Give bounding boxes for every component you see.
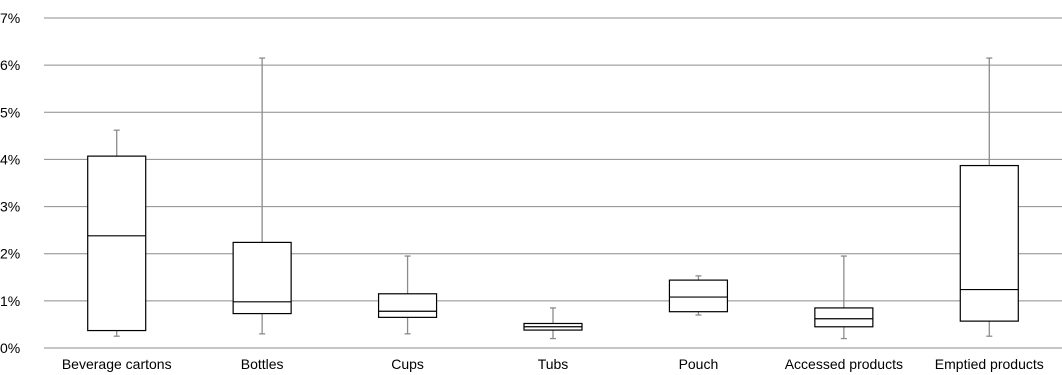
box-group (668, 275, 729, 316)
box-group (523, 307, 583, 340)
x-category-label: Pouch (679, 356, 719, 372)
y-tick-label: 3% (0, 199, 20, 215)
box-group (377, 255, 438, 335)
x-category-label: Accessed products (785, 356, 903, 372)
x-axis-labels: Beverage cartons Bottles Cups Tubs Pouch Acce… (62, 356, 1044, 372)
x-category-label: Emptied products (935, 356, 1044, 372)
x-category-label: Bottles (241, 356, 284, 372)
y-axis-ticks: 0% 1% 2% 3% 4% 5% 6% 7% (0, 10, 20, 356)
box-group (814, 255, 874, 340)
x-category-label: Cups (391, 356, 424, 372)
iqr-box (87, 155, 147, 332)
y-tick-label: 0% (0, 340, 20, 356)
iqr-box (377, 293, 438, 318)
y-tick-label: 1% (0, 293, 20, 309)
y-tick-label: 2% (0, 246, 20, 262)
iqr-box (959, 164, 1019, 322)
box-group (87, 129, 147, 337)
x-category-label: Tubs (538, 356, 569, 372)
y-tick-label: 7% (0, 10, 20, 26)
y-tick-label: 4% (0, 151, 20, 167)
box-layer (87, 57, 1019, 340)
box-group (232, 57, 292, 335)
x-category-label: Beverage cartons (62, 356, 172, 372)
grid-layer (44, 17, 1062, 349)
iqr-box (668, 279, 729, 313)
y-tick-label: 6% (0, 57, 20, 73)
iqr-box (814, 307, 874, 328)
box-group (959, 57, 1019, 337)
iqr-box (232, 241, 292, 315)
y-tick-label: 5% (0, 104, 20, 120)
